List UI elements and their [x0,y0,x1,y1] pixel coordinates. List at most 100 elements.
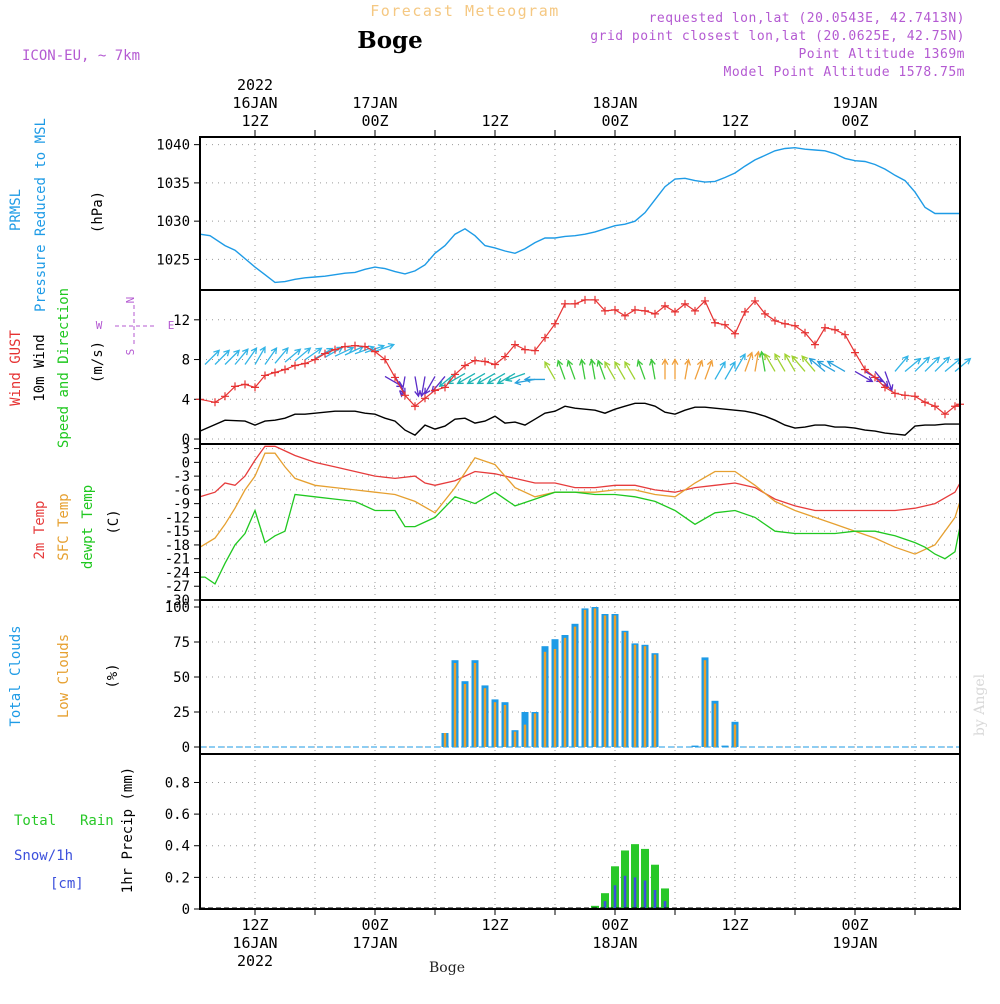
wind-direction-arrow [954,357,972,372]
model-altitude: Model Point Altitude 1578.75m [724,65,965,80]
y-tick-label: 4 [182,392,190,408]
top-time-label: 00Z [601,112,628,130]
gust-point [381,355,389,364]
gust-point [841,330,849,339]
gust-point [621,311,629,320]
prmsl-line [199,146,960,284]
gust-point [851,348,859,357]
wind-direction-arrow [486,372,506,385]
temperature-series [199,445,961,585]
wind-direction-arrow [224,349,241,365]
wind-direction-arrow [801,355,816,372]
wind-direction-arrow [724,360,736,380]
pressure-unit: (hPa) [90,191,106,233]
rain-bar [651,864,659,909]
clouds-label-total: Total Clouds [8,625,24,726]
wind-direction-arrow [784,352,796,372]
wind-direction-arrow [456,372,476,385]
precip-label-snow: Snow/1h [14,848,73,864]
y-tick-label: 1025 [156,252,190,268]
requested-coords: requested lon,lat (20.0543E, 42.7413N) [649,11,965,26]
wind-direction-arrow [661,358,669,380]
gust-point [711,318,719,327]
low-cloud-bar [733,724,737,747]
compass-e: E [168,319,175,332]
gust-point [461,361,469,370]
gust-point [231,382,239,391]
gust-point [741,307,749,316]
gust-point [721,320,729,329]
low-cloud-bar [633,644,637,747]
gust-point [871,373,879,382]
low-cloud-bar [513,731,517,747]
y-tick-label: 25 [173,705,190,721]
precip-grid [200,754,960,910]
rain-bar [601,893,609,909]
y-tick-label: 0 [182,902,190,918]
precip-y-ticks: 0 0.2 0.4 0.6 0.8 [165,775,200,918]
y-tick-label: 1040 [156,138,190,154]
wind-direction-arrow [284,348,302,363]
y-tick-label: 0.8 [165,775,190,791]
gust-point [891,389,899,398]
wind-panel: 0 4 8 12 Wind GUST 10m Wind Speed and Direc… [8,288,972,448]
low-cloud-bar [593,608,597,747]
gust-point [481,357,489,366]
wind-direction-arrow [544,360,556,380]
low-cloud-bar [463,684,467,747]
precip-frame [199,753,961,910]
gust-point [441,383,449,392]
bottom-time-label: 00Z [841,916,868,934]
gust-point [931,402,939,411]
gust-point [471,356,479,365]
wind-unit: (m/s) [90,341,106,383]
wind-direction-arrow [504,372,526,382]
temp-label-dewpt: dewpt Temp [80,485,96,569]
wind-direction-arrow [624,360,636,380]
top-time-label: 18JAN [592,94,637,112]
y-tick-label: -15 [165,524,190,540]
bottom-time-label: 12Z [241,916,268,934]
low-cloud-bar [483,688,487,747]
gust-point [491,360,499,369]
gust-point [301,359,309,368]
top-time-label: 12Z [481,112,508,130]
wind-direction-arrow [614,360,626,380]
wind-direction-arrow [234,348,249,365]
wind-direction-arrow [476,372,496,385]
wind-direction-arrow [244,347,258,365]
gust-point [551,319,559,328]
gust-point [671,307,679,316]
wind-label-10m: 10m Wind [32,334,48,401]
snow-bar [643,880,647,909]
wind-gust-line [199,299,961,415]
y-tick-label: 3 [182,442,190,458]
wind-direction-arrow [704,359,714,380]
gust-point [531,346,539,355]
wind-direction-arrow [418,376,426,398]
gust-point [411,402,419,411]
temp-2m-line [199,445,961,512]
temp-label-sfc: SFC Temp [56,493,72,560]
y-tick-label: 0.6 [165,807,190,823]
gust-point [661,301,669,310]
gust-point [451,370,459,379]
low-cloud-bar [493,702,497,747]
wind-grid [200,290,960,444]
y-tick-label: -9 [173,497,190,513]
compass-w: W [96,319,103,332]
gust-point [861,365,869,374]
wind-speed-line [199,402,960,436]
compass-s: S [124,349,137,356]
gust-point [581,295,589,304]
low-cloud-bar [523,724,527,747]
wind-direction-arrow [374,343,396,353]
clouds-label-low: Low Clouds [56,634,72,718]
rain-bar [641,848,649,909]
y-tick-label: 0.2 [165,870,190,886]
low-cloud-bar [713,703,717,747]
wind-direction-arrow [684,358,692,380]
gust-point [821,323,829,332]
wind-direction-arrow [894,355,909,372]
